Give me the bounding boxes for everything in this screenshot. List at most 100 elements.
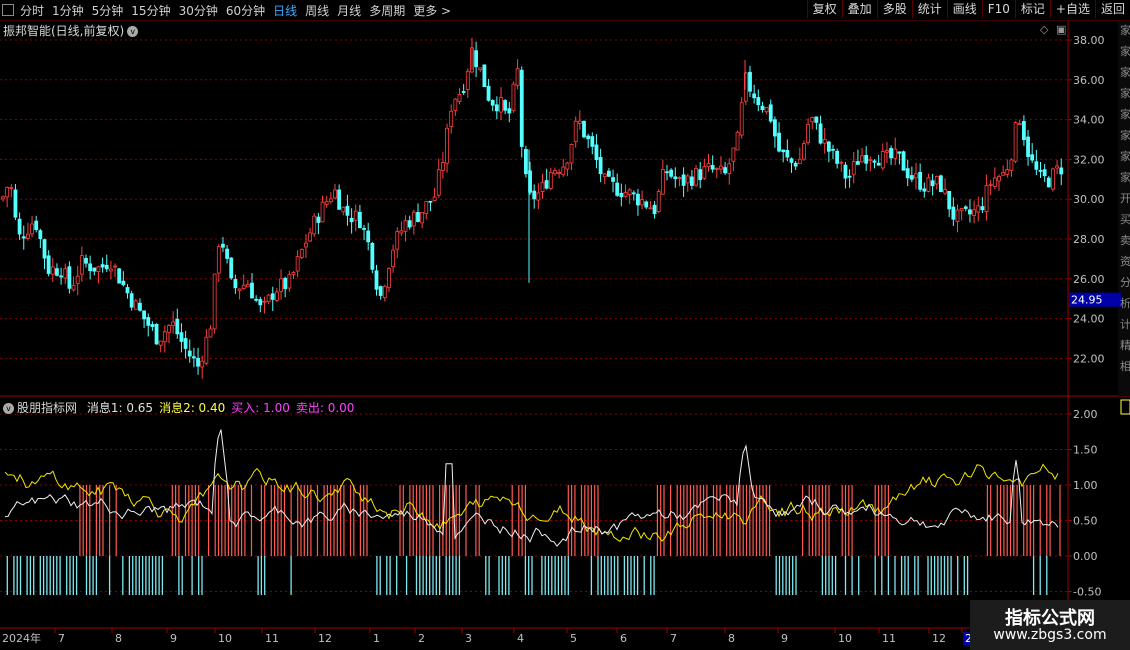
- tab-more[interactable]: 更多 >: [413, 3, 452, 18]
- candle-body: [831, 148, 835, 151]
- tab-period[interactable]: 1分钟: [52, 3, 84, 18]
- candle-body: [453, 98, 458, 111]
- candle-body: [196, 357, 200, 367]
- candle-body: [532, 190, 537, 200]
- candle-body: [914, 173, 918, 179]
- y-tick-label: 28.00: [1073, 233, 1105, 246]
- side-strip-char: 计: [1120, 318, 1130, 331]
- candle-body: [283, 277, 288, 290]
- candle-body: [947, 190, 952, 210]
- candle-body: [279, 278, 283, 292]
- candle-body: [299, 249, 304, 258]
- candle-body: [324, 201, 329, 205]
- y-tick-label: 26.00: [1073, 273, 1105, 286]
- tab-period[interactable]: 多周期: [369, 3, 406, 18]
- candle-body: [673, 176, 678, 180]
- chevron-down-icon[interactable]: v: [3, 403, 14, 414]
- candle-body: [826, 141, 831, 152]
- candle-body: [511, 83, 516, 112]
- mark-button[interactable]: 标记: [1014, 0, 1050, 18]
- candle-body: [934, 176, 939, 185]
- candle-body: [38, 230, 43, 240]
- candle-body: [67, 266, 72, 289]
- y-tick-label: 1.50: [1073, 444, 1098, 457]
- candle-body: [113, 265, 117, 268]
- candle-body: [951, 206, 956, 220]
- candle-body: [1038, 169, 1043, 172]
- time-axis-label: 7: [58, 632, 65, 645]
- candle-body: [660, 169, 665, 195]
- candle-body: [590, 136, 595, 147]
- candle-body: [470, 47, 474, 73]
- candle-body: [822, 138, 827, 144]
- watermark-url: www.zbgs3.com: [993, 627, 1107, 643]
- tab-period[interactable]: 5分钟: [91, 3, 124, 18]
- candle-body: [216, 246, 221, 274]
- candle-body: [241, 284, 246, 290]
- back-button[interactable]: 返回: [1094, 0, 1130, 18]
- chevron-down-icon[interactable]: v: [127, 26, 139, 37]
- candle-body: [598, 157, 603, 175]
- candle-body: [337, 189, 342, 210]
- time-axis-label: 2: [418, 632, 425, 645]
- candle-body: [793, 162, 798, 167]
- tab-period[interactable]: 60分钟: [225, 3, 266, 18]
- candle-body: [266, 294, 271, 303]
- candle-body: [88, 263, 93, 272]
- candle-body: [221, 243, 225, 248]
- indicator-title[interactable]: v 股朋指标网 消息1: 0.65 消息2: 0.40 买入: 1.00 卖出: 0.0…: [3, 399, 354, 416]
- tab-period[interactable]: 分时: [20, 3, 45, 18]
- candle-body: [677, 177, 682, 179]
- candle-body: [1017, 123, 1022, 125]
- time-axis-label: 11: [265, 632, 279, 645]
- candle-body: [1059, 167, 1064, 175]
- candle-body: [146, 317, 151, 326]
- tab-period[interactable]: 15分钟: [131, 3, 171, 18]
- draw-line-button[interactable]: 画线: [946, 0, 982, 18]
- candle-body: [540, 181, 545, 192]
- candle-body: [872, 160, 877, 163]
- candle-body: [63, 268, 68, 279]
- multi-stock-button[interactable]: 多股: [876, 0, 912, 18]
- candle-body: [96, 266, 101, 272]
- candle-body: [760, 105, 765, 111]
- tab-period[interactable]: 月线: [337, 3, 362, 18]
- time-axis-label: 9: [781, 632, 788, 645]
- candle-body: [582, 120, 586, 138]
- tab-period[interactable]: 30分钟: [178, 3, 218, 18]
- candle-body: [980, 206, 985, 211]
- watermark: 指标公式网 www.zbgs3.com: [970, 600, 1130, 650]
- candle-body: [669, 169, 674, 177]
- tab-period[interactable]: 周线: [305, 3, 330, 18]
- candle-body: [777, 132, 781, 152]
- candle-body: [75, 275, 80, 285]
- square-icon[interactable]: ▣: [1055, 23, 1067, 36]
- time-axis-label: 12: [932, 632, 946, 645]
- candle-body: [428, 200, 433, 203]
- candle-body: [864, 154, 869, 164]
- overlay-button[interactable]: 叠加: [841, 0, 877, 18]
- f10-button[interactable]: F10: [981, 0, 1015, 18]
- statistics-button[interactable]: 统计: [911, 0, 947, 18]
- tab-period-active[interactable]: 日线: [273, 3, 298, 18]
- checkbox-icon[interactable]: [2, 4, 14, 16]
- candle-body: [569, 144, 574, 164]
- candle-body: [432, 196, 437, 201]
- diamond-icon[interactable]: ◇: [1040, 23, 1049, 36]
- candle-body: [748, 71, 752, 92]
- y-tick-label: 36.00: [1073, 74, 1105, 87]
- candle-body: [714, 167, 719, 170]
- add-watchlist-button[interactable]: +自选: [1049, 0, 1095, 18]
- candle-body: [565, 162, 570, 170]
- candle-body: [773, 119, 777, 137]
- main-chart-title[interactable]: 振邦智能(日线,前复权) v: [3, 22, 139, 39]
- candle-body: [930, 180, 935, 187]
- candle-body: [200, 360, 205, 368]
- candle-body: [175, 318, 180, 335]
- fuquan-button[interactable]: 复权: [806, 0, 842, 18]
- candle-body: [939, 175, 943, 193]
- candle-body: [353, 210, 358, 221]
- candle-body: [690, 176, 694, 186]
- candle-body: [212, 273, 217, 330]
- candle-body: [291, 272, 296, 275]
